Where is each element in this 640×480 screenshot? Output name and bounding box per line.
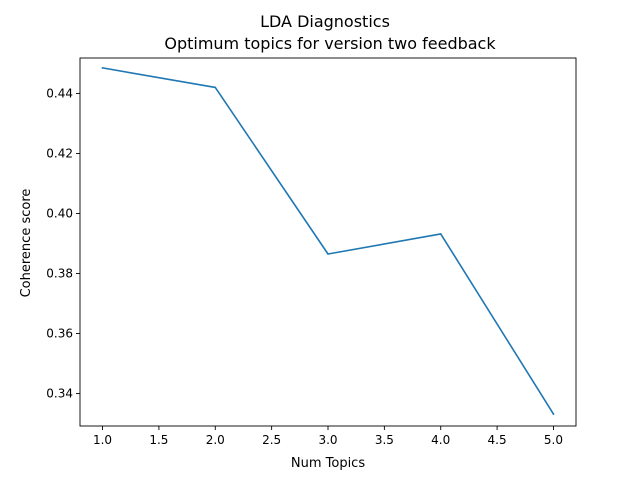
axis-ticks: 1.0 1.5 2.0 2.5 3.0 3.5 4.0 4.5 5.0 0.34 0.36 0.38 0…	[46, 86, 563, 447]
chart-subtitle: Optimum topics for version two feedback	[164, 34, 496, 53]
y-tick-label: 0.36	[46, 327, 73, 341]
y-axis-label: Coherence score	[19, 189, 34, 298]
x-tick-label: 2.5	[262, 433, 281, 447]
data-point	[101, 67, 104, 69]
y-tick-label: 0.38	[46, 267, 73, 281]
x-axis-label: Num Topics	[291, 456, 365, 471]
x-tick-label: 4.0	[431, 433, 450, 447]
data-point	[552, 413, 555, 415]
x-tick-label: 1.0	[93, 433, 112, 447]
chart-title: LDA Diagnostics	[260, 12, 390, 31]
x-tick-label: 2.0	[206, 433, 225, 447]
x-tick-label: 4.5	[488, 433, 507, 447]
y-tick-label: 0.40	[46, 206, 73, 220]
data-point	[439, 233, 442, 235]
y-tick-label: 0.44	[46, 86, 73, 100]
x-tick-label: 3.0	[318, 433, 337, 447]
x-tick-label: 5.0	[544, 433, 563, 447]
x-tick-label: 1.5	[149, 433, 168, 447]
data-point	[327, 253, 329, 255]
y-tick-label: 0.42	[46, 146, 73, 160]
x-tick-label: 3.5	[375, 433, 394, 447]
y-tick-label: 0.34	[46, 387, 73, 401]
data-point	[214, 86, 217, 89]
